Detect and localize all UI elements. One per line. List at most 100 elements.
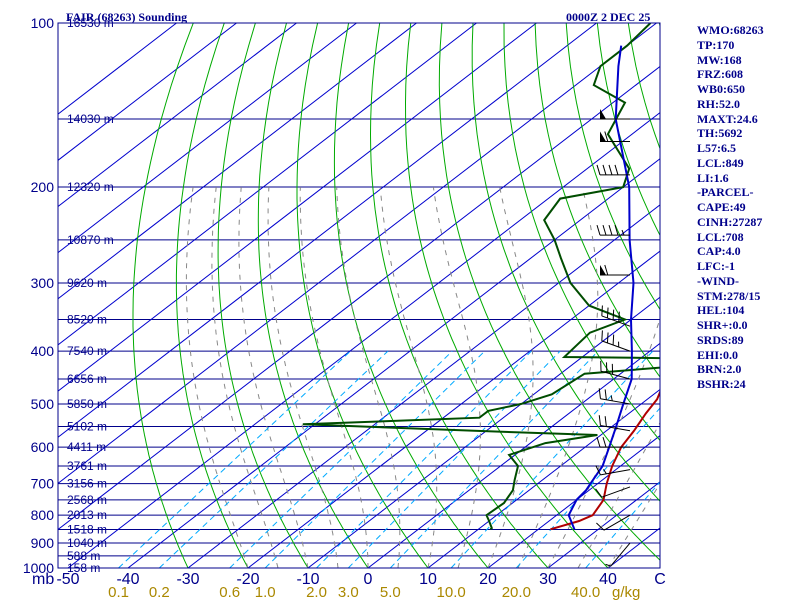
stat-line: CAP:4.0 bbox=[697, 244, 741, 259]
dry-adiabat-line bbox=[534, 23, 660, 378]
dry-adiabat-line bbox=[438, 23, 660, 561]
wind-barb bbox=[600, 108, 630, 120]
stat-line: WB0:650 bbox=[697, 82, 745, 96]
dry-adiabat-line bbox=[404, 23, 609, 568]
wind-barb-flag bbox=[601, 330, 603, 341]
dry-adiabat-line bbox=[132, 23, 194, 568]
wind-barb-flag bbox=[604, 389, 607, 400]
wind-barb-flag bbox=[596, 522, 605, 531]
stat-line: SHR+:0.0 bbox=[697, 318, 748, 332]
height-label: 3761 m bbox=[67, 459, 107, 473]
mixing-ratio-label: 2.0 bbox=[306, 584, 327, 600]
wind-barb bbox=[598, 388, 631, 405]
moist-adiabat-line bbox=[379, 187, 438, 568]
isotherm-line bbox=[367, 342, 660, 568]
mixing-ratio-line bbox=[347, 350, 561, 568]
stat-line: LI:1.6 bbox=[697, 170, 729, 185]
temperature-tick-label: -10 bbox=[296, 571, 319, 588]
moist-adiabat-line bbox=[299, 187, 369, 568]
wind-barb-staff bbox=[601, 340, 631, 352]
temperature-tick-label: 40 bbox=[599, 571, 617, 588]
stat-line: WMO:68263 bbox=[697, 23, 764, 37]
pressure-tick-label: 200 bbox=[31, 179, 55, 195]
mixing-ratio-unit-label: g/kg bbox=[612, 584, 640, 600]
stat-line: EHI:0.0 bbox=[697, 347, 739, 362]
pressure-tick-label: 600 bbox=[31, 439, 55, 455]
wind-barb-flag bbox=[596, 164, 601, 176]
temperature-tick-label: -40 bbox=[116, 571, 139, 588]
dry-adiabat-line bbox=[471, 23, 660, 502]
wind-barb-pennant bbox=[600, 108, 606, 119]
height-label: 9620 m bbox=[67, 276, 107, 290]
isotherm-line bbox=[58, 23, 597, 438]
moist-adiabat-line bbox=[487, 186, 534, 568]
wind-barb-flag bbox=[604, 416, 607, 427]
height-label: 158 m bbox=[67, 561, 100, 575]
wind-barb-flag bbox=[596, 224, 601, 236]
height-label: 1040 m bbox=[67, 536, 107, 550]
stat-line: TP:170 bbox=[697, 37, 735, 52]
wind-barb-pennant bbox=[600, 131, 606, 142]
pressure-unit-label: mb bbox=[32, 571, 54, 588]
height-label: 14030 m bbox=[67, 112, 114, 126]
temperature-tick-label: -30 bbox=[176, 571, 199, 588]
pressure-tick-label: 700 bbox=[31, 476, 55, 492]
wind-barb-flag bbox=[602, 224, 607, 236]
isotherm-line bbox=[247, 250, 660, 568]
isotherm-line bbox=[307, 296, 660, 568]
isotherm-line bbox=[67, 111, 660, 568]
wind-barb bbox=[598, 415, 631, 432]
mixing-ratio-line bbox=[264, 350, 486, 568]
chart-date: 0000Z 2 DEC 25 bbox=[566, 10, 650, 24]
wind-barb-flag bbox=[602, 436, 607, 448]
wind-barb-flag bbox=[596, 436, 601, 448]
wind-barb bbox=[605, 542, 631, 567]
height-label: 12320 m bbox=[67, 180, 114, 194]
height-label: 16530 m bbox=[67, 16, 114, 30]
wind-barb bbox=[600, 360, 631, 380]
wind-barb-flag bbox=[608, 224, 613, 236]
moist-adiabat-line bbox=[185, 187, 249, 568]
dry-adiabat-line bbox=[175, 23, 249, 568]
isotherm-line bbox=[58, 23, 237, 161]
height-label: 1518 m bbox=[67, 523, 107, 537]
mixing-ratio-label: 3.0 bbox=[338, 584, 359, 600]
stat-line: TH:5692 bbox=[697, 126, 743, 141]
wind-barb-half-flag bbox=[621, 229, 625, 236]
wind-barb-staff bbox=[600, 370, 631, 380]
moist-adiabat-line bbox=[336, 187, 401, 568]
wind-barb-flag bbox=[604, 131, 609, 142]
stat-line: LCL:849 bbox=[697, 155, 744, 170]
mixing-ratio-line bbox=[118, 350, 351, 568]
mixing-ratio-label: 0.2 bbox=[149, 584, 170, 600]
wind-barb bbox=[595, 465, 631, 476]
wind-barb-staff bbox=[600, 469, 631, 476]
wind-barb bbox=[596, 436, 630, 448]
stat-line: LFC:-1 bbox=[697, 259, 735, 273]
wind-barb-flag bbox=[595, 488, 603, 498]
temperature-line bbox=[550, 389, 660, 531]
stat-line: MAXT:24.6 bbox=[697, 111, 758, 126]
wind-barb-staff bbox=[601, 486, 631, 498]
wind-barb-staff bbox=[610, 542, 631, 567]
wind-barb-staff bbox=[603, 514, 631, 531]
wind-barb-flag bbox=[598, 415, 601, 426]
wind-barb-half-flag bbox=[605, 563, 611, 567]
height-label: 2013 m bbox=[67, 508, 107, 522]
stat-line: STM:278/15 bbox=[697, 288, 761, 303]
wind-barb-flag bbox=[606, 307, 609, 319]
wind-barb-flag bbox=[602, 164, 607, 176]
wind-barb-pennant bbox=[600, 265, 606, 276]
stat-line: -WIND- bbox=[697, 273, 739, 288]
moist-adiabat-line bbox=[517, 186, 599, 568]
wind-barb-flag bbox=[606, 332, 609, 343]
wind-barb-half-flag bbox=[610, 395, 613, 401]
plot-frame bbox=[57, 22, 661, 569]
height-label: 6656 m bbox=[67, 372, 107, 386]
wind-barb-flag bbox=[614, 164, 619, 176]
wind-barb bbox=[596, 514, 631, 531]
stat-line: HEL:104 bbox=[697, 303, 745, 318]
wind-barb bbox=[601, 330, 631, 352]
stat-line: BRN:2.0 bbox=[697, 362, 742, 377]
